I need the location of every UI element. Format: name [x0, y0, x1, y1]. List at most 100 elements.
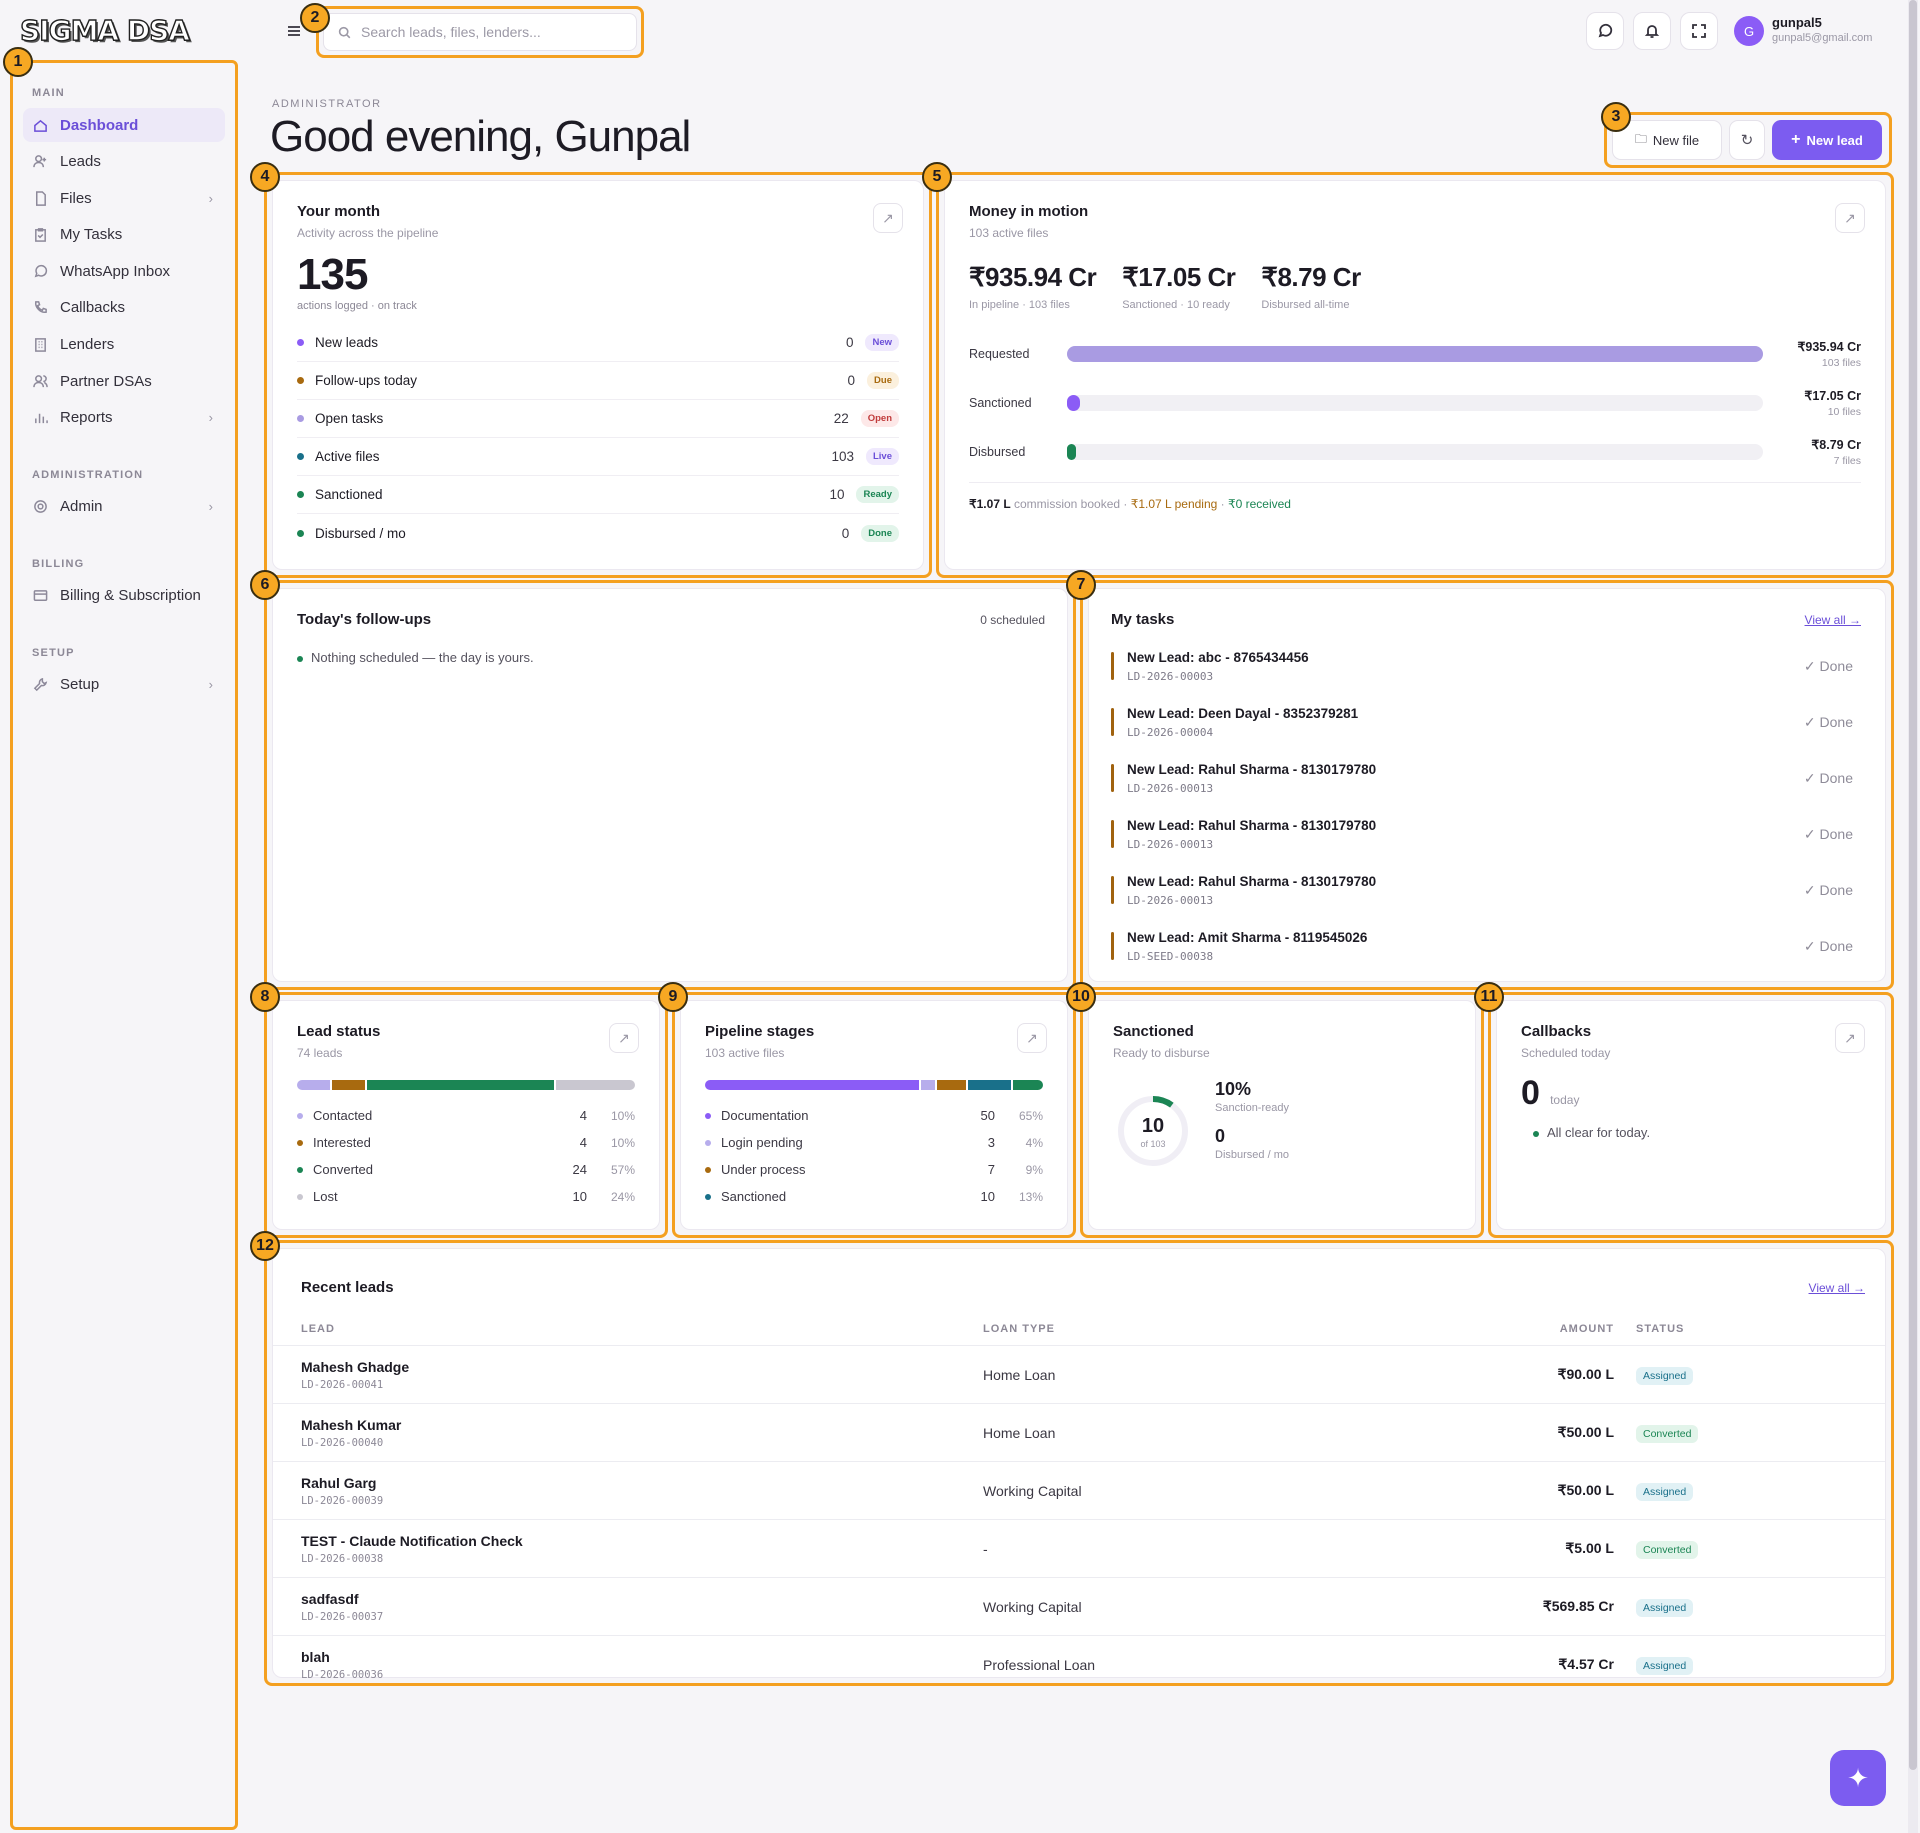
money-kpi: ₹17.05 Cr Sanctioned · 10 ready — [1122, 262, 1236, 311]
lead-id: LD-2026-00039 — [301, 1494, 384, 1507]
user-name: gunpal5 — [1772, 15, 1822, 30]
task-item[interactable]: New Lead: Deen Dayal - 8352379281 LD-2026… — [1111, 694, 1861, 750]
table-row[interactable]: sadfasdf LD-2026-00037 Working Capital ₹569… — [273, 1577, 1885, 1635]
new-lead-label: New lead — [1806, 132, 1863, 148]
month-metric-row[interactable]: Follow-ups today 0 Due — [297, 362, 899, 400]
open-link-button[interactable]: ↗ — [1835, 1023, 1865, 1053]
month-metric-row[interactable]: Open tasks 22 Open — [297, 400, 899, 438]
task-item[interactable]: New Lead: Rahul Sharma - 8130179780 LD-20… — [1111, 862, 1861, 918]
card-title: Pipeline stages — [705, 1023, 815, 1040]
sidebar-item-dashboard[interactable]: Dashboard — [23, 108, 225, 142]
bar-segment — [968, 1080, 1012, 1090]
metric-label: Disbursed / mo — [315, 525, 406, 541]
page-scrollbar[interactable] — [1908, 0, 1918, 1833]
table-row[interactable]: blah LD-2026-00036 Professional Loan ₹4.57 … — [273, 1635, 1885, 1693]
col-header-loan-type: LOAN TYPE — [983, 1323, 1055, 1335]
status-dot — [297, 491, 304, 498]
mark-done-button[interactable]: ✓ Done — [1803, 937, 1853, 954]
status-badge: Assigned — [1636, 1599, 1694, 1617]
table-row[interactable]: TEST - Claude Notification Check LD-2026-… — [273, 1519, 1885, 1577]
task-list: New Lead: abc - 8765434456 LD-2026-00003 ✓… — [1111, 638, 1861, 974]
sanction-pct: 10% — [1215, 1079, 1252, 1099]
bar-segment — [705, 1080, 920, 1090]
external-link-icon: ↗ — [882, 209, 894, 226]
fullscreen-button[interactable] — [1680, 12, 1718, 50]
sidebar-item-my-tasks[interactable]: My Tasks — [23, 218, 225, 252]
brand-logo[interactable]: SIGMA DSA — [19, 13, 190, 47]
mark-done-button[interactable]: ✓ Done — [1803, 825, 1853, 842]
sidebar-item-label: Reports — [60, 409, 113, 427]
legend-percent: 9% — [1025, 1162, 1043, 1177]
legend-percent: 24% — [610, 1189, 635, 1204]
sidebar-item-reports[interactable]: Reports › — [23, 401, 225, 435]
mark-done-button[interactable]: ✓ Done — [1803, 881, 1853, 898]
new-file-button[interactable]: 🗀 New file — [1612, 120, 1722, 160]
month-metric-row[interactable]: Active files 103 Live — [297, 438, 899, 476]
legend-item: Interested 4 10% — [297, 1129, 635, 1156]
menu-toggle-button[interactable] — [275, 12, 313, 50]
sidebar-item-callbacks[interactable]: Callbacks — [23, 291, 225, 325]
loan-type: Home Loan — [983, 1424, 1056, 1441]
bar-amount: ₹17.05 Cr — [1804, 388, 1861, 403]
new-lead-button[interactable]: + New lead — [1772, 120, 1882, 160]
notifications-button[interactable] — [1633, 12, 1671, 50]
mark-done-button[interactable]: ✓ Done — [1803, 657, 1853, 674]
annotation-badge: 7 — [1066, 570, 1096, 600]
ai-assistant-button[interactable]: ✦ — [1830, 1750, 1886, 1806]
mark-done-button[interactable]: ✓ Done — [1803, 769, 1853, 786]
sidebar-item-setup[interactable]: Setup › — [23, 668, 225, 702]
task-item[interactable]: New Lead: Rahul Sharma - 8130179780 LD-20… — [1111, 806, 1861, 862]
legend-dot — [297, 1166, 303, 1173]
priority-bar — [1111, 820, 1114, 848]
role-label: ADMINISTRATOR — [272, 98, 382, 110]
month-metric-row[interactable]: Disbursed / mo 0 Done — [297, 514, 899, 552]
table-row[interactable]: Rahul Garg LD-2026-00039 Working Capital ₹5… — [273, 1461, 1885, 1519]
bar-track — [1067, 394, 1763, 411]
callbacks-status-text: All clear for today. — [1547, 1125, 1651, 1140]
legend-label: Login pending — [721, 1135, 803, 1150]
sidebar-item-lenders[interactable]: Lenders — [23, 328, 225, 362]
sidebar-item-whatsapp-inbox[interactable]: WhatsApp Inbox — [23, 254, 225, 288]
sidebar-item-admin[interactable]: Admin › — [23, 490, 225, 524]
table-row[interactable]: Mahesh Kumar LD-2026-00040 Home Loan ₹50.00… — [273, 1403, 1885, 1461]
legend-percent: 10% — [610, 1108, 635, 1123]
open-link-button[interactable]: ↗ — [873, 203, 903, 233]
sidebar-item-billing-subscription[interactable]: Billing & Subscription — [23, 579, 225, 613]
task-item[interactable]: New Lead: Rahul Sharma - 8130179780 LD-20… — [1111, 750, 1861, 806]
task-title: New Lead: abc - 8765434456 — [1127, 649, 1309, 665]
sidebar-item-partner-dsas[interactable]: Partner DSAs — [23, 364, 225, 398]
legend-item: Contacted 4 10% — [297, 1102, 635, 1129]
month-metric-row[interactable]: Sanctioned 10 Ready — [297, 476, 899, 514]
task-item[interactable]: New Lead: Amit Sharma - 8119545026 LD-SEE… — [1111, 918, 1861, 974]
col-header-status: STATUS — [1636, 1323, 1685, 1335]
legend-count: 10 — [980, 1189, 995, 1204]
task-item[interactable]: New Lead: abc - 8765434456 LD-2026-00003 ✓… — [1111, 638, 1861, 694]
legend-dot — [705, 1166, 711, 1173]
metric-tag: New — [865, 334, 899, 351]
open-link-button[interactable]: ↗ — [1017, 1023, 1047, 1053]
task-id: LD-2026-00013 — [1127, 781, 1214, 795]
refresh-button[interactable]: ↻ — [1729, 120, 1765, 160]
view-all-tasks-link[interactable]: View all → — [1804, 613, 1861, 627]
month-metric-row[interactable]: New leads 0 New — [297, 324, 899, 362]
whatsapp-button[interactable] — [1586, 12, 1624, 50]
kpi-value: ₹935.94 Cr — [969, 262, 1097, 292]
open-link-button[interactable]: ↗ — [609, 1023, 639, 1053]
user-menu[interactable]: gunpal5 gunpal5@gmail.com — [1772, 15, 1872, 44]
open-link-button[interactable]: ↗ — [1835, 203, 1865, 233]
bar-amounts: ₹17.05 Cr 10 files — [1763, 388, 1861, 418]
sidebar-item-files[interactable]: Files › — [23, 181, 225, 215]
avatar[interactable]: G — [1734, 16, 1764, 46]
sidebar-section-label: MAIN — [32, 87, 65, 99]
table-row[interactable]: Mahesh Ghadge LD-2026-00041 Home Loan ₹90.0… — [273, 1345, 1885, 1403]
kpi-caption: In pipeline · 103 files — [969, 299, 1070, 311]
mark-done-button[interactable]: ✓ Done — [1803, 713, 1853, 730]
sidebar-item-leads[interactable]: Leads — [23, 145, 225, 179]
card-title: Today's follow-ups — [297, 611, 432, 628]
metric-value: 0 — [841, 525, 850, 541]
view-all-leads-link[interactable]: View all → — [1808, 1281, 1865, 1295]
legend-count: 24 — [572, 1162, 587, 1177]
lead-name: Rahul Garg — [301, 1474, 377, 1491]
money-card: Money in motion 103 active files ↗ ₹935.… — [936, 172, 1894, 578]
search-input[interactable] — [361, 24, 601, 40]
